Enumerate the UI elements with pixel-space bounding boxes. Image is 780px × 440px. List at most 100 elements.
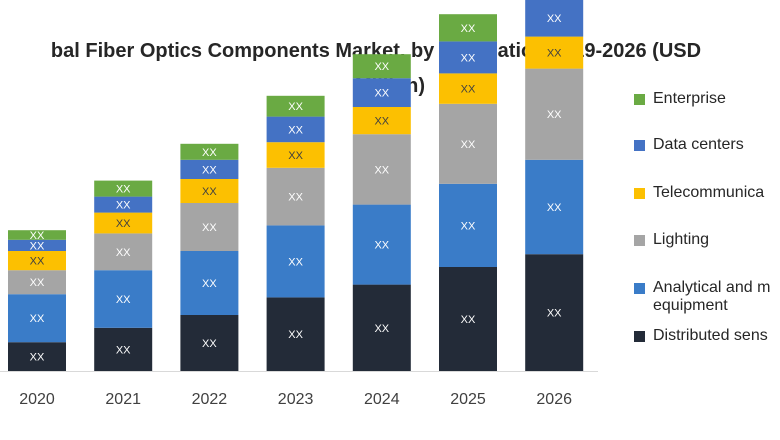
legend-swatch-distributed-sensing [634, 331, 645, 342]
x-tick-label-2024: 2024 [364, 391, 400, 408]
bar-segment-telecommunications-2026 [525, 36, 584, 69]
bar-segment-lighting-2020 [8, 270, 66, 295]
bar-segment-distributed-sensing-2025 [439, 267, 497, 371]
bar-segment-telecommunications-2023 [266, 142, 325, 168]
data-label: XX [461, 84, 476, 96]
bar-segment-lighting-2021 [94, 233, 153, 271]
data-label: XX [288, 150, 303, 162]
legend-swatch-lighting [634, 235, 645, 246]
legend-label-data-centers: Data centers [653, 136, 744, 153]
legend-swatch-analytical-equipment [634, 283, 645, 294]
legend-label-analytical-equipment: Analytical and m equipment [653, 279, 771, 314]
data-label: XX [374, 61, 389, 73]
data-label: XX [288, 329, 303, 341]
legend-label-lighting: Lighting [653, 231, 710, 248]
bar-segment-analytical-equipment-2025 [439, 183, 497, 267]
bar-segment-enterprise-2022 [180, 143, 239, 160]
legend-swatch-enterprise [634, 94, 645, 105]
legend-swatch-telecommunications [634, 188, 645, 199]
bar-segment-telecommunications-2020 [8, 251, 66, 271]
bar-segment-lighting-2023 [266, 167, 325, 226]
data-label: XX [202, 278, 217, 290]
bar-segment-telecommunications-2024 [352, 107, 411, 135]
x-tick-label-2020: 2020 [19, 391, 55, 408]
data-label: XX [116, 200, 131, 212]
data-label: XX [116, 344, 131, 356]
legend-item-analytical-equipment: Analytical and m equipment [634, 279, 780, 315]
data-label: XX [202, 186, 217, 198]
bar-segment-distributed-sensing-2020 [8, 342, 66, 371]
data-label: XX [116, 184, 131, 196]
data-label: XX [202, 164, 217, 176]
data-label: XX [116, 294, 131, 306]
bar-segment-data-centers-2024 [352, 78, 411, 107]
bar-segment-lighting-2025 [439, 103, 497, 184]
bar-segment-telecommunications-2021 [94, 212, 153, 234]
bar-segment-distributed-sensing-2024 [352, 284, 411, 371]
bar-segment-enterprise-2020 [8, 230, 66, 240]
bar-segment-telecommunications-2022 [180, 179, 239, 203]
bar-segment-data-centers-2023 [266, 116, 325, 143]
data-label: XX [461, 220, 476, 232]
bar-segment-distributed-sensing-2022 [180, 315, 239, 371]
stacked-bar-chart: XX XX XX XX XX XX 2020 XX XX XX XX XX XX 2021 XX XX XX XX… [0, 0, 598, 408]
data-label: XX [547, 109, 562, 121]
data-label: XX [547, 13, 562, 25]
data-label: XX [288, 101, 303, 113]
bar-segment-data-centers-2021 [94, 196, 153, 213]
x-tick-label-2023: 2023 [278, 391, 314, 408]
data-label: XX [547, 202, 562, 214]
bar-segment-distributed-sensing-2021 [94, 327, 153, 371]
data-label: XX [461, 52, 476, 64]
data-label: XX [547, 308, 562, 320]
legend-label-enterprise: Enterprise [653, 90, 726, 107]
data-label: XX [288, 192, 303, 204]
data-label: XX [374, 88, 389, 100]
bar-segment-data-centers-2022 [180, 159, 239, 179]
legend-item-telecommunications: Telecommunica [634, 184, 764, 202]
x-tick-label-2025: 2025 [450, 391, 486, 408]
data-label: XX [30, 240, 45, 252]
data-label: XX [374, 240, 389, 252]
data-label: XX [461, 23, 476, 35]
data-label: XX [202, 147, 217, 159]
bar-segment-analytical-equipment-2022 [180, 251, 239, 315]
data-label: XX [202, 222, 217, 234]
data-label: XX [116, 247, 131, 259]
bar-segment-analytical-equipment-2021 [94, 270, 153, 328]
bar-segment-enterprise-2024 [352, 54, 411, 79]
bar-segment-lighting-2022 [180, 203, 239, 251]
legend-swatch-data-centers [634, 140, 645, 151]
x-tick-label-2026: 2026 [536, 391, 572, 408]
bar-segment-analytical-equipment-2024 [352, 204, 411, 285]
data-label: XX [202, 338, 217, 350]
legend-item-distributed-sensing: Distributed sens [634, 327, 768, 345]
bar-segment-telecommunications-2025 [439, 73, 497, 104]
bar-segment-distributed-sensing-2023 [266, 297, 325, 371]
bar-segment-lighting-2026 [525, 68, 584, 160]
bar-segment-analytical-equipment-2023 [266, 225, 325, 298]
data-label: XX [374, 164, 389, 176]
legend-item-lighting: Lighting [634, 231, 709, 249]
legend-item-data-centers: Data centers [634, 136, 744, 154]
bar-segment-enterprise-2021 [94, 180, 153, 197]
data-label: XX [547, 48, 562, 60]
x-tick-label-2022: 2022 [192, 391, 228, 408]
data-label: XX [374, 116, 389, 128]
bar-segment-data-centers-2020 [8, 239, 66, 251]
data-label: XX [30, 352, 45, 364]
data-label: XX [30, 277, 45, 289]
legend-label-distributed-sensing: Distributed sens [653, 327, 768, 344]
bar-segment-enterprise-2023 [266, 95, 325, 117]
bar-segment-lighting-2024 [352, 134, 411, 205]
data-label: XX [288, 256, 303, 268]
bar-segment-data-centers-2026 [525, 0, 584, 37]
bar-segment-enterprise-2025 [439, 14, 497, 42]
data-label: XX [30, 230, 45, 242]
bar-segment-analytical-equipment-2020 [8, 294, 66, 343]
bar-segment-data-centers-2025 [439, 41, 497, 74]
data-label: XX [461, 314, 476, 326]
data-label: XX [374, 323, 389, 335]
data-label: XX [116, 218, 131, 230]
